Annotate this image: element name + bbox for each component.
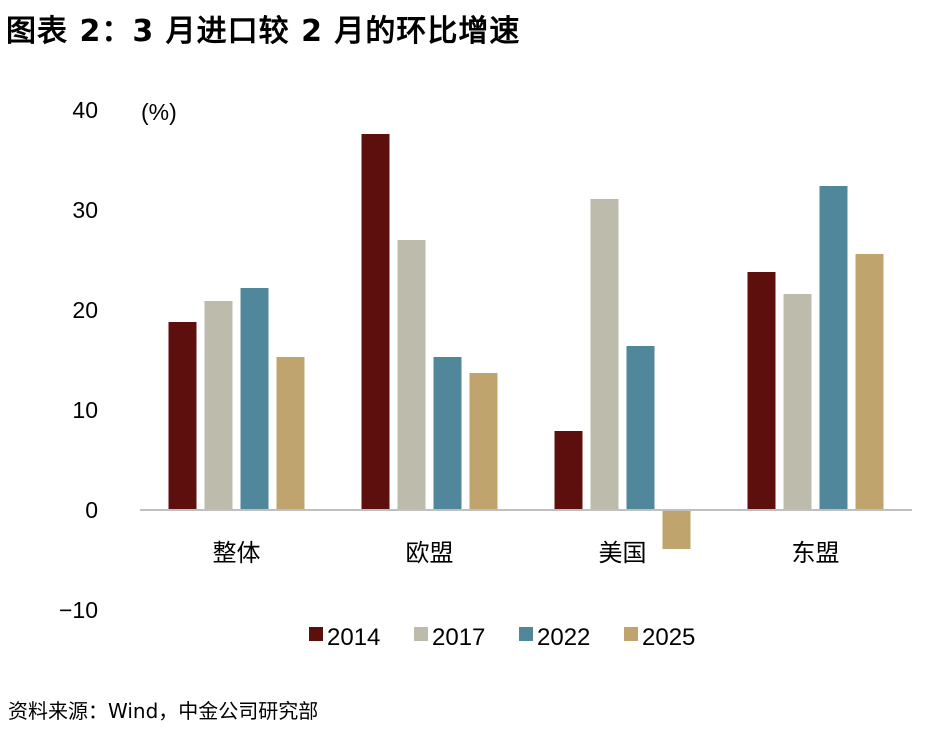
legend-label: 2017 [432,624,485,651]
category-label: 整体 [213,539,261,567]
legend-label: 2022 [537,624,590,651]
category-label: 欧盟 [406,539,454,567]
legend-item-2017: 2017 [414,624,485,651]
legend-label: 2025 [642,624,695,651]
bar-2022 [240,288,269,510]
bar-2017 [590,199,619,510]
legend-swatch [519,627,533,641]
bar-2022 [819,186,848,510]
y-axis-ticks: −10 0 10 20 30 40 [59,97,98,623]
legend-swatch [624,627,638,641]
bar-2025 [855,254,884,510]
bar-2017 [397,240,426,510]
chart-title: 图表 2：3 月进口较 2 月的环比增速 [6,14,521,49]
legend: 2014 2017 2022 2025 [309,624,695,651]
y-tick-label: 10 [72,397,98,423]
bar-2014 [168,322,197,510]
bar-2017 [783,294,812,510]
bar-2025 [662,510,691,549]
y-tick-label: 30 [72,197,98,223]
legend-item-2025: 2025 [624,624,695,651]
bar-2025 [469,373,498,510]
y-tick-label: −10 [59,597,98,623]
bar-2022 [433,357,462,510]
bar-2014 [747,272,776,510]
bar-2022 [626,346,655,510]
legend-label: 2014 [327,624,380,651]
legend-swatch [309,627,323,641]
bar-2017 [204,301,233,510]
y-tick-label: 20 [72,297,98,323]
category-label: 东盟 [792,539,840,567]
category-labels: 整体 欧盟 美国 东盟 [213,539,840,567]
y-axis-unit-label: (%) [141,99,177,125]
y-tick-label: 40 [72,97,98,123]
bar-2014 [361,134,390,510]
bars [168,134,884,549]
category-label: 美国 [599,539,647,567]
source-note: 资料来源：Wind，中金公司研究部 [8,699,319,723]
legend-item-2014: 2014 [309,624,380,651]
bar-2025 [276,357,305,510]
legend-swatch [414,627,428,641]
legend-item-2022: 2022 [519,624,590,651]
y-tick-label: 0 [85,497,98,523]
bar-2014 [554,431,583,510]
